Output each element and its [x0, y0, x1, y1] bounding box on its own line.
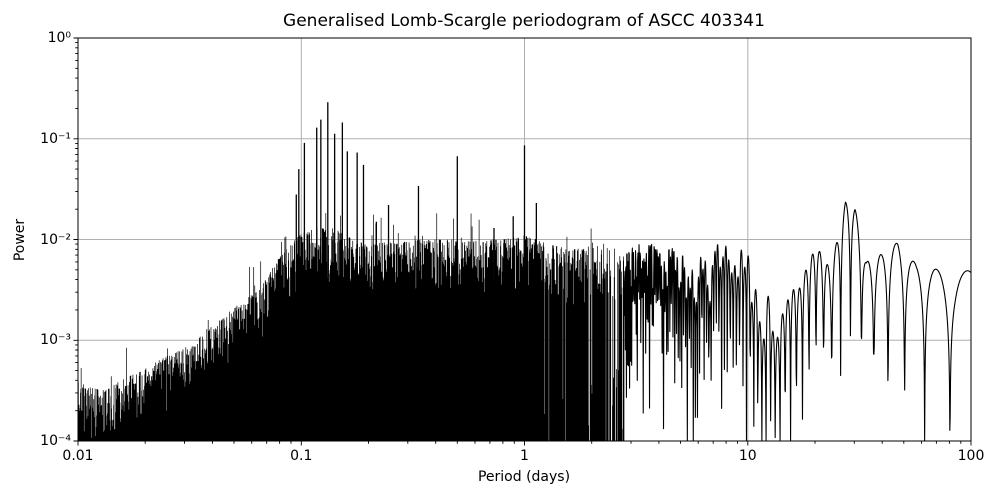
x-tick-label: 1 — [520, 448, 529, 464]
x-tick-label: 10 — [738, 448, 757, 464]
y-tick-label: 10⁻³ — [40, 332, 71, 349]
y-axis-label: Power — [12, 218, 28, 262]
y-tick-label: 10⁻¹ — [40, 130, 71, 147]
chart-title: Generalised Lomb-Scargle periodogram of … — [283, 11, 765, 31]
y-tick-label: 10⁻² — [40, 231, 71, 248]
x-tick-label: 0.01 — [62, 448, 94, 464]
x-tick-label: 0.1 — [290, 448, 313, 464]
y-tick-label: 10⁻⁴ — [40, 433, 71, 449]
x-tick-label: 100 — [957, 448, 985, 464]
periodogram-series — [77, 102, 972, 442]
y-tick-label: 10⁰ — [47, 30, 71, 46]
axis-ticks — [73, 37, 972, 446]
plot-border-spines — [77, 37, 972, 442]
x-axis-label: Period (days) — [477, 469, 571, 485]
